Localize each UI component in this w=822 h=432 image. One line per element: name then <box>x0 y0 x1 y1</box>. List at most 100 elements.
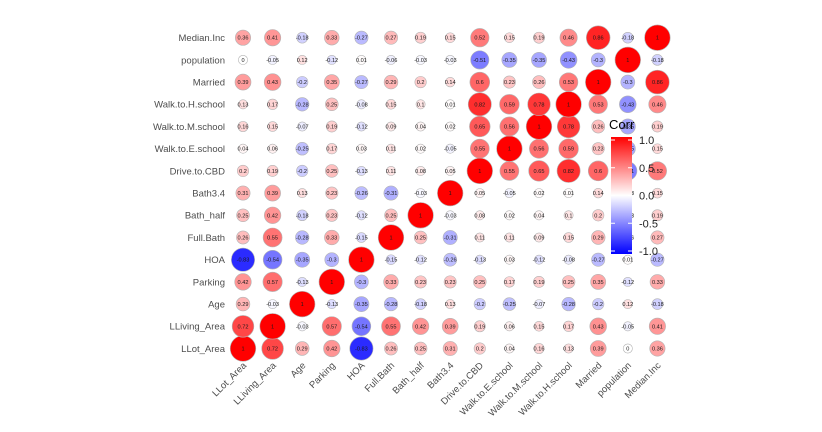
cell-age-drive-to-cbd <box>473 298 486 311</box>
cell-value-label: 0.02 <box>445 125 456 131</box>
cell-parking-llot-area <box>234 273 252 291</box>
cell-value-label: 0.53 <box>563 80 574 86</box>
cell-value-label: 0.39 <box>238 80 249 86</box>
cell-value-label: 0.09 <box>534 236 545 242</box>
cell-bath-half-median-inc <box>651 209 664 222</box>
cell-full-bath-bath-half <box>413 230 428 245</box>
cell-value-label: 0.15 <box>504 36 515 42</box>
cell-value-label: 0.03 <box>356 147 367 153</box>
x-tick-walk-to-h-school: Walk.to.H.school <box>517 360 575 418</box>
cell-value-label: -0.13 <box>473 258 486 264</box>
legend: Corr 1.0 0.5 0.0 -0.5 -1.0 <box>609 117 658 258</box>
cell-value-label: -0.35 <box>503 58 516 64</box>
cell-value-label: 0.33 <box>326 36 337 42</box>
y-tick-median-inc: Median.Inc <box>179 33 226 44</box>
cell-married-hoa <box>354 75 369 90</box>
cell-value-label: 0.17 <box>326 147 337 153</box>
cell-value-label: 0.26 <box>534 80 545 86</box>
cell-value-label: 0.16 <box>238 125 249 131</box>
cell-value-label: -0.03 <box>414 191 427 197</box>
cell-walk-to-h-school-hoa <box>356 99 367 110</box>
cell-population-lliving-area <box>267 55 278 65</box>
cell-drive-to-cbd-full-bath <box>386 165 396 176</box>
cell-drive-to-cbd-married <box>587 160 609 182</box>
cell-bath-half-age <box>296 209 308 222</box>
cell-value-label: 0.23 <box>415 280 426 286</box>
cell-value-label: -0.13 <box>355 169 368 175</box>
cell-value-label: 0.25 <box>415 347 426 353</box>
cell-married-parking <box>323 74 340 90</box>
cell-value-label: 0.43 <box>267 80 278 86</box>
cell-population-full-bath <box>386 55 396 65</box>
cell-married-drive-to-cbd <box>469 71 491 93</box>
cell-value-label: 0.42 <box>267 213 278 219</box>
cell-value-label: 0.39 <box>267 191 278 197</box>
cell-value-label: -0.03 <box>444 213 457 219</box>
cell-walk-to-m-school-population <box>619 118 636 135</box>
cell-bath-half-walk-to-m-school <box>534 210 544 221</box>
cell-value-label: -0.08 <box>355 102 368 108</box>
cell-population-llot-area <box>238 55 248 65</box>
cell-value-label: 0.06 <box>504 324 515 330</box>
cell-bath-half-married <box>592 209 605 222</box>
cell-value-label: -0.06 <box>385 58 398 64</box>
cell-walk-to-h-school-median-inc <box>648 95 667 114</box>
cell-value-label: 0.11 <box>386 169 396 175</box>
cell-value-label: 0.35 <box>593 280 604 286</box>
cell-value-label: -0.3 <box>327 258 337 264</box>
cell-value-label: 0.25 <box>474 280 485 286</box>
legend-tick-label: 0.5 <box>639 163 654 175</box>
cell-lliving-area-full-bath <box>381 316 401 337</box>
cell-walk-to-e-school-hoa <box>356 143 367 154</box>
cell-value-label: 0.2 <box>476 347 484 353</box>
cell-age-age <box>289 291 316 318</box>
cell-llot-area-parking <box>323 339 341 358</box>
cell-value-label: 0.11 <box>475 236 485 242</box>
cell-value-label: 0.57 <box>326 324 337 330</box>
cell-value-label: 0.39 <box>445 324 456 330</box>
cell-walk-to-e-school-walk-to-h-school <box>558 138 579 159</box>
cell-value-label: 0.23 <box>326 191 337 197</box>
cell-value-label: 0 <box>241 58 244 64</box>
cell-hoa-median-inc <box>650 252 665 267</box>
cell-value-label: 0.17 <box>267 102 278 108</box>
cell-value-label: -0.2 <box>297 169 307 175</box>
cell-lliving-area-hoa <box>351 316 372 337</box>
cell-value-label: -0.28 <box>296 102 309 108</box>
cell-value-label: 0.19 <box>267 169 278 175</box>
cell-value-label: -0.25 <box>296 147 309 153</box>
cell-value-label: 0.52 <box>474 36 485 42</box>
cell-value-label: 0.56 <box>504 125 515 131</box>
cell-value-label: 0.25 <box>326 102 337 108</box>
cell-age-llot-area <box>235 296 251 312</box>
legend-colorbar <box>611 137 632 254</box>
cell-value-label: 0.14 <box>593 191 604 197</box>
cell-value-label: -0.35 <box>621 125 634 131</box>
y-tick-walk-to-e-school: Walk.to.E.school <box>155 144 225 155</box>
cell-value-label: 0.78 <box>534 102 545 108</box>
cell-lliving-area-population <box>622 321 633 332</box>
cell-llot-area-median-inc <box>649 340 666 357</box>
cell-value-label: 0.33 <box>386 280 397 286</box>
cell-value-label: 0.16 <box>534 347 545 353</box>
cell-value-label: 0.43 <box>593 324 604 330</box>
cell-value-label: 0.36 <box>238 36 249 42</box>
cell-value-label: -0.03 <box>266 302 279 308</box>
cell-bath-half-full-bath <box>384 208 398 223</box>
cell-lliving-area-walk-to-h-school <box>563 320 575 332</box>
cell-full-bath-parking <box>324 229 340 246</box>
cell-value-label: 0.65 <box>534 169 545 175</box>
cell-lliving-area-married <box>589 317 607 335</box>
cell-parking-drive-to-cbd <box>473 275 487 289</box>
cell-age-hoa <box>353 296 370 312</box>
cell-median-inc-age <box>296 31 308 44</box>
y-tick-hoa: HOA <box>204 255 225 266</box>
cell-value-label: 0.55 <box>386 324 397 330</box>
cell-value-label: 0.19 <box>534 280 545 286</box>
cell-value-label: 1 <box>478 169 481 175</box>
cell-lliving-area-bath-half <box>412 317 430 335</box>
cell-married-population <box>620 74 636 90</box>
cell-value-label: 0.01 <box>622 258 633 264</box>
cell-population-parking <box>326 55 337 65</box>
